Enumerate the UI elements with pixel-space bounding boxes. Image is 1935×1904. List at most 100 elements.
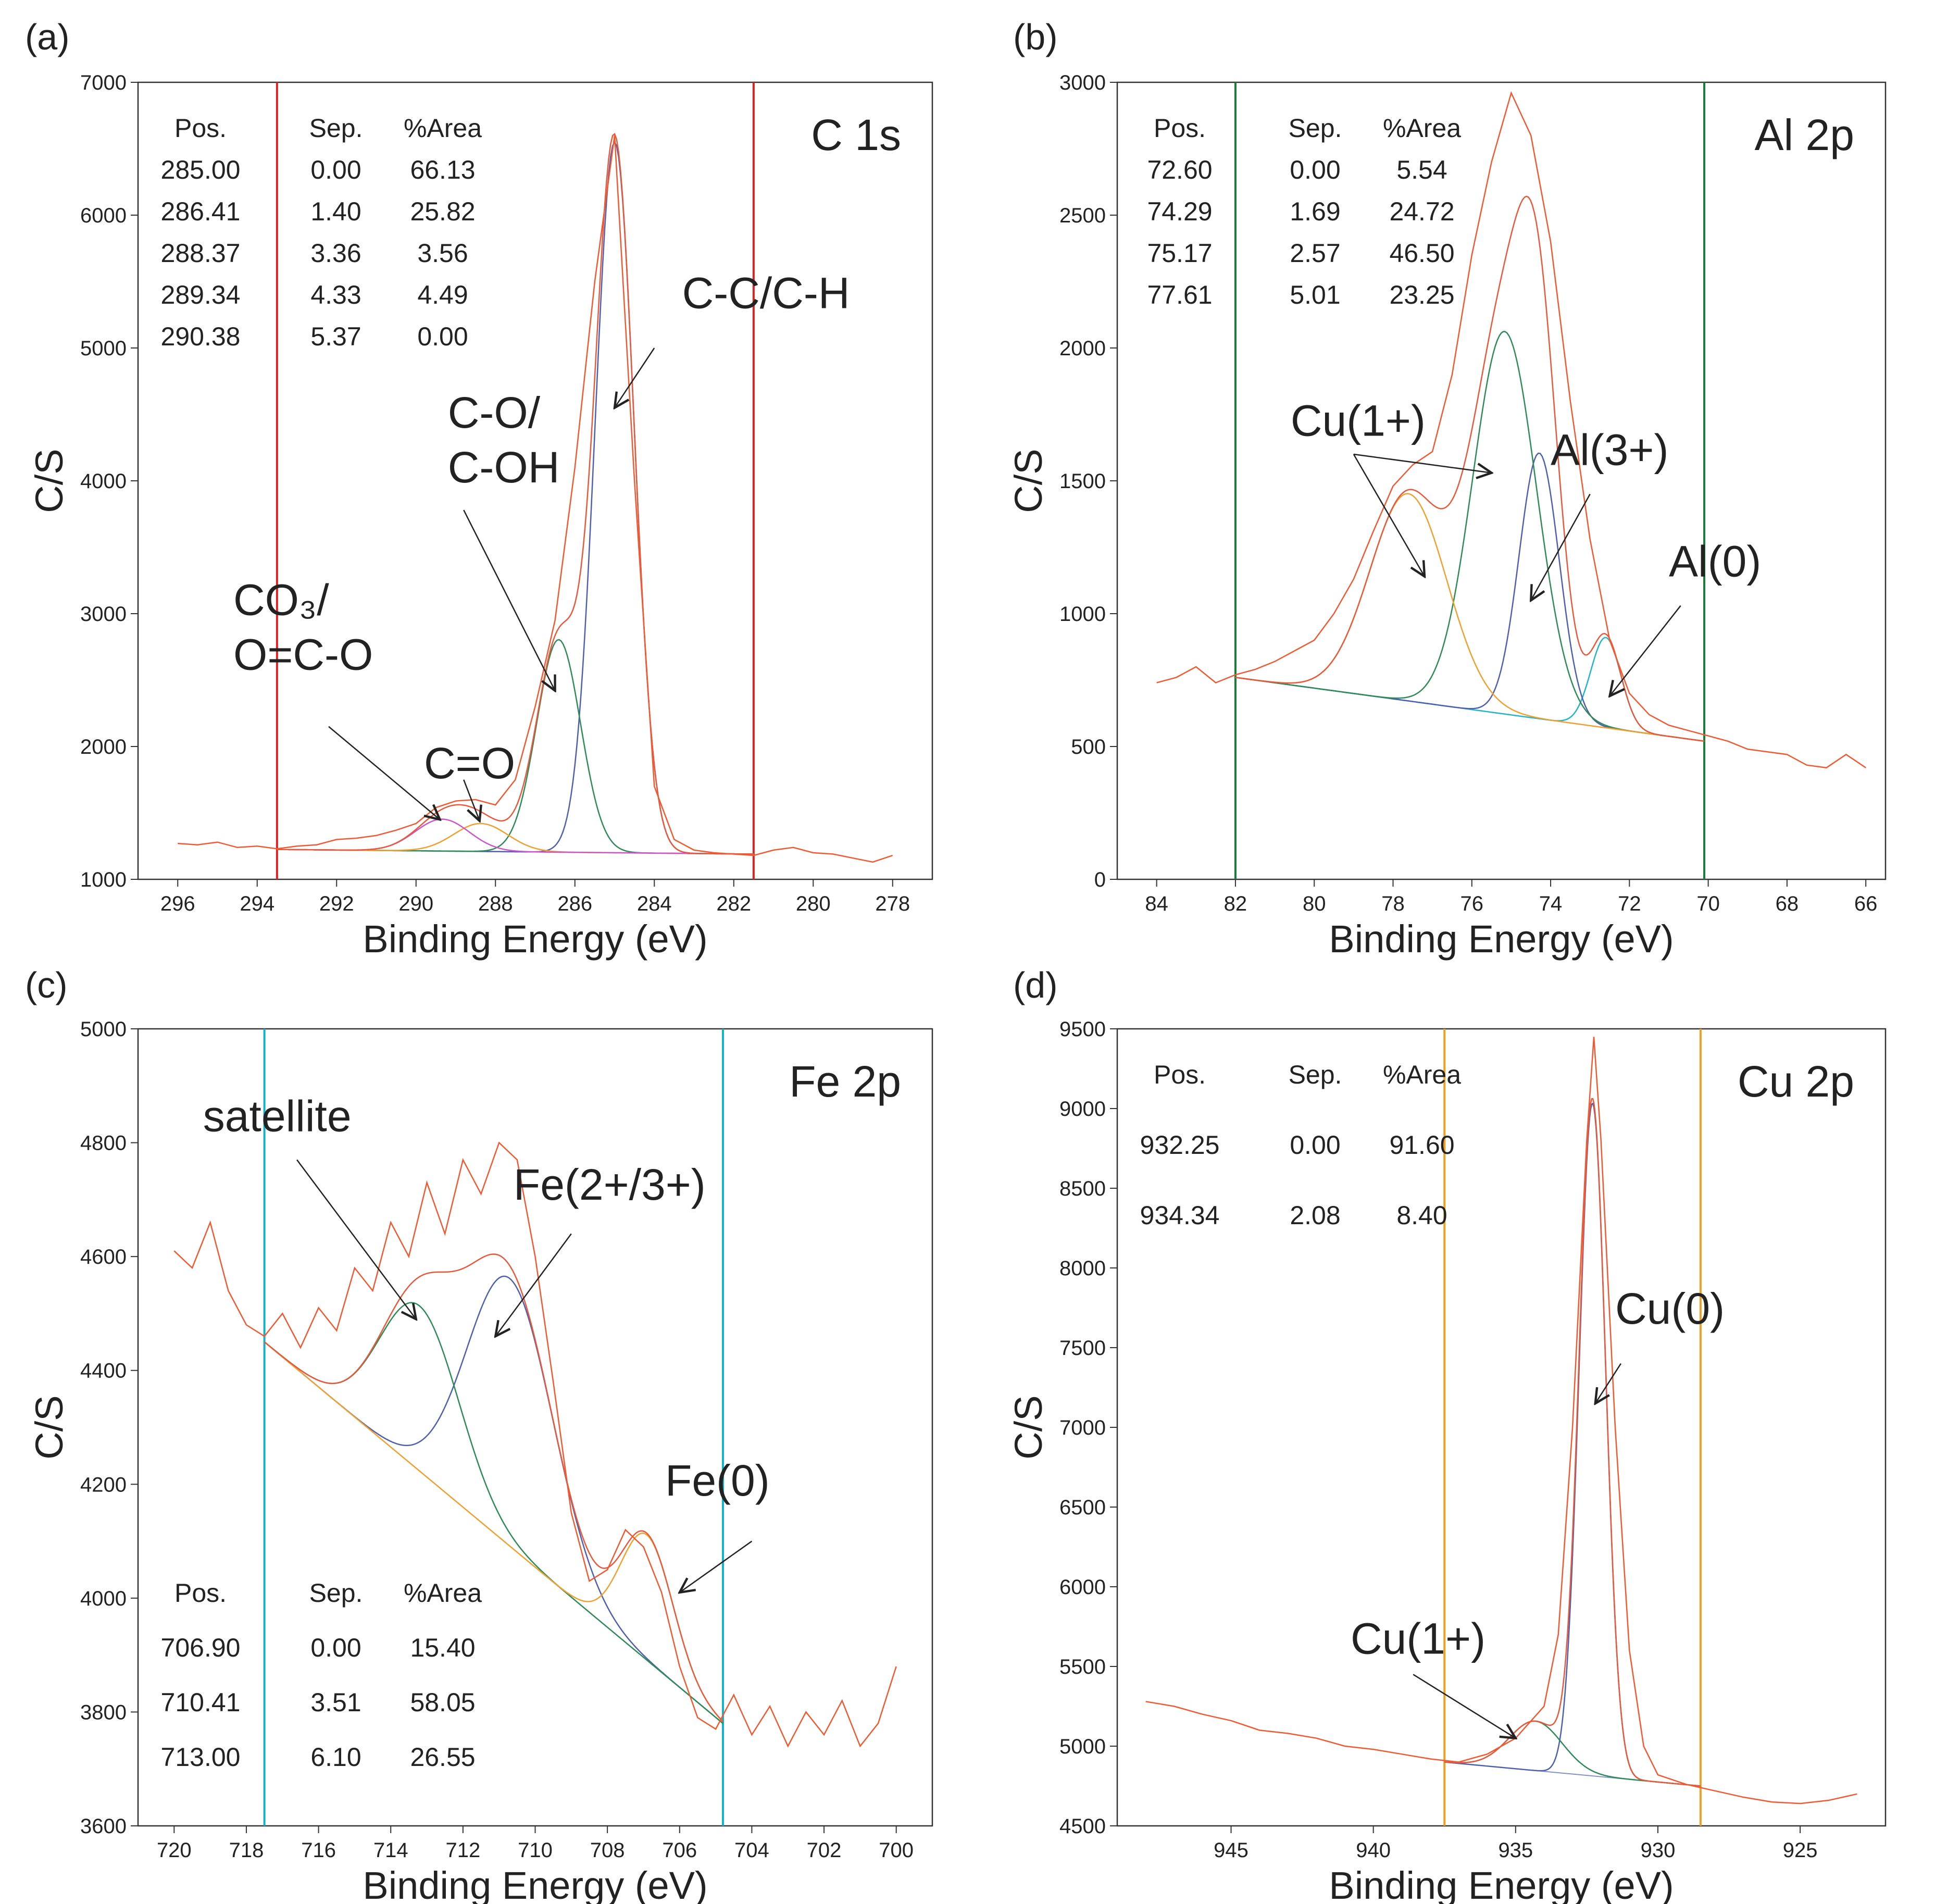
table-cell: 4.33 [310, 280, 361, 309]
table-cell: 66.13 [410, 155, 475, 184]
x-tick-label: 84 [1145, 892, 1168, 915]
table-cell: 77.61 [1147, 280, 1212, 309]
plot-frame [1116, 1028, 1887, 1827]
table-cell: 934.34 [1140, 1201, 1220, 1230]
element-label: C 1s [811, 110, 901, 159]
x-tick-label: 712 [445, 1839, 480, 1862]
panel-label: (d) [1013, 965, 1058, 1005]
y-tick-label: 2000 [1059, 337, 1106, 360]
table-cell: 1.40 [310, 197, 361, 226]
x-tick-label: 292 [319, 892, 354, 915]
table-header: %Area [1383, 1060, 1461, 1089]
peak-table: Pos. Sep. %Area 72.60 0.00 5.54 74.29 1.69 24.72… [1147, 114, 1461, 309]
panel-b: (b) 84 82 80 78 76 74 72 70 68 66 0 500 1000 1500 2000 2… [1007, 17, 1887, 961]
table-cell: 3.56 [417, 239, 468, 268]
panel-d: (d) 945 940 935 930 925 4500 5000 5500 6000 6500 70… [1007, 965, 1887, 1904]
table-cell: 25.82 [410, 197, 475, 226]
y-axis-label: C/S [28, 449, 71, 513]
x-tick-label: 296 [160, 892, 195, 915]
panel-a: (a) 296 294 292 290 288 286 284 282 280 278 1000 200… [25, 17, 933, 961]
y-tick-label: 3600 [80, 1815, 127, 1838]
table-cell: 0.00 [1290, 155, 1340, 184]
component-peak-blue [1444, 1102, 1701, 1787]
x-tick-label: 294 [240, 892, 274, 915]
component-peak-orange [1235, 493, 1705, 742]
element-label: Fe 2p [789, 1057, 901, 1106]
x-tick-label: 286 [557, 892, 592, 915]
peak-annotation-label: Cu(0) [1615, 1284, 1725, 1333]
table-cell: 75.17 [1147, 239, 1212, 268]
component-peak-green [1235, 331, 1705, 742]
panel-label: (a) [25, 17, 70, 57]
peak-annotation-label: C-OH [448, 443, 560, 492]
x-tick-label: 280 [796, 892, 831, 915]
y-tick-label: 5000 [1059, 1735, 1106, 1758]
table-cell: 91.60 [1389, 1130, 1454, 1160]
y-tick-label: 4200 [80, 1473, 127, 1496]
y-tick-label: 5000 [80, 1018, 127, 1041]
y-tick-label: 3800 [80, 1701, 127, 1724]
y-tick-label: 4500 [1059, 1815, 1106, 1838]
table-cell: 2.08 [1290, 1201, 1340, 1230]
table-cell: 26.55 [410, 1743, 475, 1772]
table-cell: 932.25 [1140, 1130, 1220, 1160]
table-header: Sep. [309, 114, 363, 143]
y-tick-label: 9000 [1059, 1098, 1106, 1121]
x-tick-label: 925 [1783, 1839, 1818, 1862]
annotation-arrow [680, 1540, 753, 1592]
y-tick-label: 500 [1071, 736, 1106, 758]
y-tick-label: 4400 [80, 1360, 127, 1383]
y-axis-label: C/S [1007, 449, 1050, 513]
x-tick-label: 718 [229, 1839, 264, 1862]
x-tick-label: 284 [637, 892, 672, 915]
table-cell: 58.05 [410, 1688, 475, 1717]
fit-envelope-line [1235, 195, 1705, 742]
annotation-arrow [1610, 605, 1681, 696]
x-tick-label: 76 [1460, 892, 1484, 915]
component-peak-magenta [277, 818, 754, 855]
table-header: Pos. [174, 114, 227, 143]
annotation-arrow [1595, 1363, 1621, 1404]
panel-c: (c) 720 718 716 714 712 710 708 706 704 702 700 3600… [25, 965, 933, 1904]
fit-envelope-line [277, 132, 754, 855]
fit-envelope-line [264, 1253, 723, 1722]
fit-envelope-line [1444, 1098, 1701, 1787]
table-cell: 285.00 [161, 155, 241, 184]
table-cell: 0.00 [417, 322, 468, 351]
table-header: %Area [404, 1578, 482, 1608]
annotation-arrow [615, 347, 655, 408]
y-tick-label: 4000 [80, 1587, 127, 1610]
annotation-arrow [1531, 493, 1591, 601]
chart-panels: (a) 296 294 292 290 288 286 284 282 280 278 1000 200… [25, 17, 1887, 1904]
x-tick-label: 74 [1539, 892, 1563, 915]
table-cell: 706.90 [161, 1633, 241, 1662]
table-cell: 46.50 [1389, 239, 1454, 268]
raw-spectrum-line [1156, 91, 1866, 769]
table-cell: 710.41 [161, 1688, 241, 1717]
y-tick-label: 1000 [80, 868, 127, 891]
x-tick-label: 716 [301, 1839, 336, 1862]
peak-annotation-label: CO₃/ [233, 576, 329, 625]
annotation-arrow [463, 509, 555, 691]
table-cell: 2.57 [1290, 239, 1340, 268]
x-tick-label: 66 [1854, 892, 1878, 915]
table-cell: 15.40 [410, 1633, 475, 1662]
y-tick-label: 5500 [1059, 1656, 1106, 1678]
x-tick-label: 68 [1776, 892, 1799, 915]
x-tick-label: 70 [1696, 892, 1720, 915]
table-cell: 5.01 [1290, 280, 1340, 309]
x-axis-label: Binding Energy (eV) [363, 1864, 707, 1904]
y-tick-label: 6000 [1059, 1576, 1106, 1599]
raw-spectrum-line [178, 135, 893, 863]
peak-annotation-label: C-O/ [448, 388, 541, 437]
y-tick-label: 8000 [1059, 1257, 1106, 1280]
peak-annotation-label: Al(0) [1669, 537, 1761, 586]
table-header: Pos. [1154, 1060, 1206, 1089]
y-tick-label: 5000 [80, 337, 127, 360]
annotation-arrow [1353, 454, 1425, 577]
y-tick-label: 9500 [1059, 1018, 1106, 1041]
peak-annotation-label: Fe(2+/3+) [514, 1160, 706, 1209]
x-tick-label: 288 [478, 892, 513, 915]
y-axis-label: C/S [28, 1395, 71, 1459]
table-cell: 72.60 [1147, 155, 1212, 184]
